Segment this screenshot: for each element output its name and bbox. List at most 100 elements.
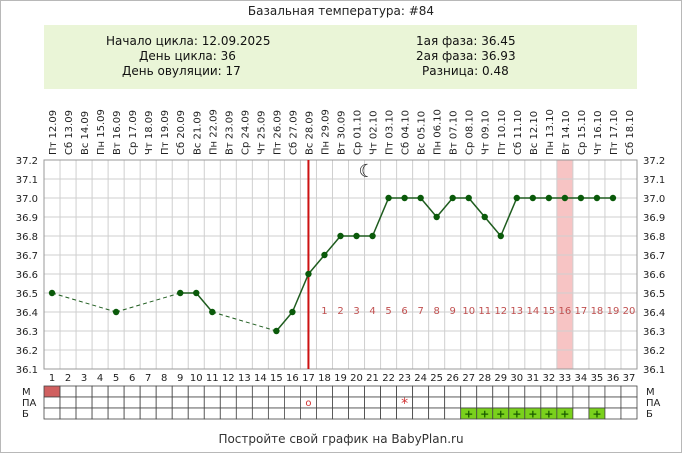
day-number-label: 2 <box>65 373 71 384</box>
marker-cell <box>171 396 189 409</box>
temperature-point <box>481 213 488 221</box>
day-number-label: 36 <box>607 373 620 384</box>
marker-cell <box>476 385 494 398</box>
marker-cell <box>123 396 141 409</box>
day-number-label: 14 <box>254 373 267 384</box>
y-tick-label-left: 36.9 <box>16 213 38 224</box>
marker-cell <box>251 407 269 420</box>
marker-cell <box>492 396 510 409</box>
marker-cell <box>219 385 237 398</box>
y-tick-label-left: 36.8 <box>16 232 38 243</box>
date-label: Чт 18.09 <box>144 111 155 156</box>
phase1-text: 1ая фаза: 36.45 <box>416 34 516 48</box>
marker-cell <box>348 396 365 409</box>
luteal-day-label: 5 <box>385 306 391 317</box>
marker-cell <box>396 407 414 420</box>
marker-cell <box>187 407 205 420</box>
date-label: Чт 09.10 <box>481 110 492 155</box>
date-label: Сб 20.09 <box>176 110 187 155</box>
marker-cell <box>75 407 93 420</box>
luteal-day-label: 2 <box>337 306 343 317</box>
plus-mark: + <box>592 408 601 421</box>
day-number-label: 7 <box>145 373 151 384</box>
temperature-segment <box>323 235 342 256</box>
marker-cell <box>508 396 526 409</box>
luteal-day-label: 9 <box>450 306 456 317</box>
marker-cell <box>572 385 590 398</box>
marker-cell <box>43 407 61 420</box>
day-number-label: 34 <box>575 373 588 384</box>
marker-cell <box>267 396 285 409</box>
day-number-label: 5 <box>113 373 119 384</box>
ovulation-day-text: День овуляции: 17 <box>122 64 241 78</box>
luteal-day-label: 3 <box>353 306 359 317</box>
marker-cell <box>364 385 381 398</box>
row-label-right: М <box>646 387 655 398</box>
marker-cell <box>428 396 446 409</box>
row-label-left: М <box>22 387 31 398</box>
row-label-right: ПА <box>646 398 661 409</box>
marker-cell <box>235 407 253 420</box>
row-label-left: ПА <box>22 398 37 409</box>
luteal-day-label: 11 <box>478 306 491 317</box>
date-label: Пн 06.10 <box>433 109 444 155</box>
date-label: Чт 16.10 <box>593 111 604 156</box>
marker-cell <box>524 385 542 398</box>
temperature-point <box>529 194 537 202</box>
temperature-point <box>273 327 280 335</box>
marker-cell <box>123 385 141 398</box>
day-number-label: 27 <box>462 373 475 384</box>
day-number-label: 35 <box>591 373 604 384</box>
marker-cell <box>460 385 478 398</box>
marker-cell <box>364 396 381 409</box>
footer-link[interactable]: Постройте свой график на BabyPlan.ru <box>218 432 464 446</box>
marker-cell <box>332 385 349 398</box>
marker-cell <box>139 396 157 409</box>
y-tick-label-right: 36.5 <box>643 289 665 300</box>
date-label: Пт 12.09 <box>48 110 59 155</box>
temperature-point <box>513 194 520 202</box>
marker-cell <box>316 396 333 409</box>
marker-cell <box>43 385 61 398</box>
temperature-point <box>609 194 617 202</box>
day-number-label: 4 <box>97 373 103 384</box>
marker-cell <box>332 396 349 409</box>
marker-cell <box>556 385 574 398</box>
day-number-label: 13 <box>238 373 251 384</box>
date-label: Вт 07.10 <box>449 111 460 156</box>
temperature-point <box>48 289 56 297</box>
marker-cell <box>380 407 397 420</box>
marker-cell <box>524 396 542 409</box>
date-label: Ср 08.10 <box>465 110 476 155</box>
date-label: Пт 10.10 <box>497 110 508 155</box>
date-label: Вт 14.10 <box>561 111 572 156</box>
y-tick-label-right: 36.3 <box>643 327 665 338</box>
plus-mark: + <box>464 408 473 421</box>
marker-cell <box>412 396 430 409</box>
date-label: Сб 04.10 <box>401 110 412 155</box>
date-label: Вс 05.10 <box>417 111 428 155</box>
chart-title: Базальная температура: #84 <box>247 4 435 18</box>
row-label-right: Б <box>646 409 653 420</box>
temperature-segment <box>212 311 277 332</box>
date-label: Ср 17.09 <box>128 110 139 155</box>
marker-cell <box>380 396 397 409</box>
marker-cell <box>171 385 189 398</box>
y-tick-label-right: 37.0 <box>643 194 665 205</box>
temperature-point <box>465 194 472 202</box>
marker-cell <box>139 385 157 398</box>
marker-cell <box>267 385 285 398</box>
marker-cell <box>267 407 285 420</box>
marker-cell <box>412 385 430 398</box>
luteal-day-label: 7 <box>417 306 423 317</box>
marker-cell <box>107 396 125 409</box>
temperature-point <box>289 308 296 316</box>
luteal-day-label: 13 <box>510 306 523 317</box>
y-tick-label-left: 37.0 <box>16 194 38 205</box>
marker-cell <box>75 385 93 398</box>
temperature-segment <box>420 197 438 218</box>
cycle-info-panel: Начало цикла: 12.09.2025 День цикла: 36 … <box>44 25 637 89</box>
marker-cell <box>284 407 301 420</box>
marker-cell <box>604 396 622 409</box>
